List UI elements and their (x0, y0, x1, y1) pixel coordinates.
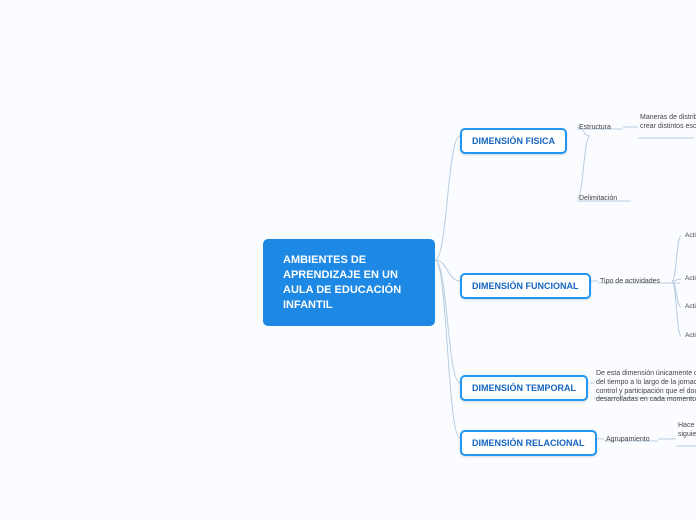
root-node[interactable]: AMBIENTES DE APRENDIZAJE EN UN AULA DE E… (263, 239, 435, 326)
activity-0[interactable]: Actividades de encuentro y despedida (685, 232, 696, 239)
activity-1[interactable]: Actividades de cuentos y juegos (685, 275, 696, 282)
detail-temporal: De esta dimensión únicamente cabe destac… (596, 370, 696, 405)
dimension-fisica[interactable]: DIMENSIÓN FISICA (460, 128, 567, 154)
detail-relacional-0: Hace referencia a en la realización de l… (678, 422, 696, 440)
dimension-temporal[interactable]: DIMENSIÓN TEMPORAL (460, 375, 588, 401)
activity-2[interactable]: Actividades de expresión corporal (685, 303, 696, 310)
child-fisica-1[interactable]: Delimitación (579, 195, 617, 204)
child-fisica-0[interactable]: Estructura (579, 124, 611, 133)
activity-3[interactable]: Actividades de reflexión y relajación (685, 332, 696, 339)
child-relacional-0[interactable]: Agrupamiento (606, 436, 650, 445)
detail-fisica-0: Maneras de distribuir y organizar el mob… (640, 114, 696, 132)
dimension-relacional[interactable]: DIMENSIÓN RELACIONAL (460, 430, 597, 456)
child-funcional-0[interactable]: Tipo de actividades (600, 278, 660, 287)
dimension-funcional[interactable]: DIMENSIÓN FUNCIONAL (460, 273, 591, 299)
